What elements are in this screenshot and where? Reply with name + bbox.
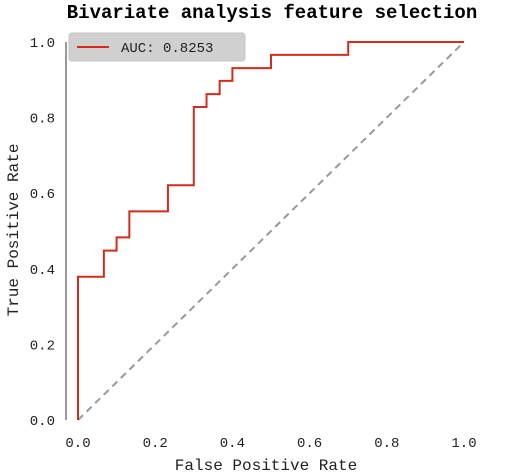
series-layer bbox=[77, 41, 465, 421]
x-tick-label: 0.0 bbox=[65, 436, 90, 452]
y-tick-label: 0.2 bbox=[30, 338, 55, 354]
y-axis-label: True Positive Rate bbox=[5, 144, 23, 317]
x-tick-label: 0.8 bbox=[374, 436, 399, 452]
y-tick-label: 0.4 bbox=[30, 263, 55, 279]
x-tick-label: 0.6 bbox=[297, 436, 322, 452]
x-tick-labels: 0.0 0.2 0.4 0.6 0.8 1.0 bbox=[65, 436, 476, 452]
chart-title: Bivariate analysis feature selection bbox=[67, 2, 477, 24]
roc-curve-line bbox=[77, 41, 464, 420]
y-tick-label: 0.8 bbox=[30, 112, 55, 128]
legend-box bbox=[68, 32, 246, 62]
legend-label: AUC: 0.8253 bbox=[121, 41, 213, 57]
y-tick-label: 1.0 bbox=[30, 36, 55, 52]
y-tick-label: 0.6 bbox=[30, 187, 55, 203]
x-tick-label: 0.4 bbox=[220, 436, 245, 452]
legend: AUC: 0.8253 bbox=[68, 32, 246, 62]
x-tick-label: 0.2 bbox=[143, 436, 168, 452]
y-tick-label: 0.0 bbox=[30, 414, 55, 430]
x-tick-label: 1.0 bbox=[451, 436, 476, 452]
x-axis-label: False Positive Rate bbox=[175, 457, 357, 475]
chance-diagonal-line bbox=[77, 41, 465, 421]
y-tick-labels: 0.0 0.2 0.4 0.6 0.8 1.0 bbox=[30, 36, 55, 430]
